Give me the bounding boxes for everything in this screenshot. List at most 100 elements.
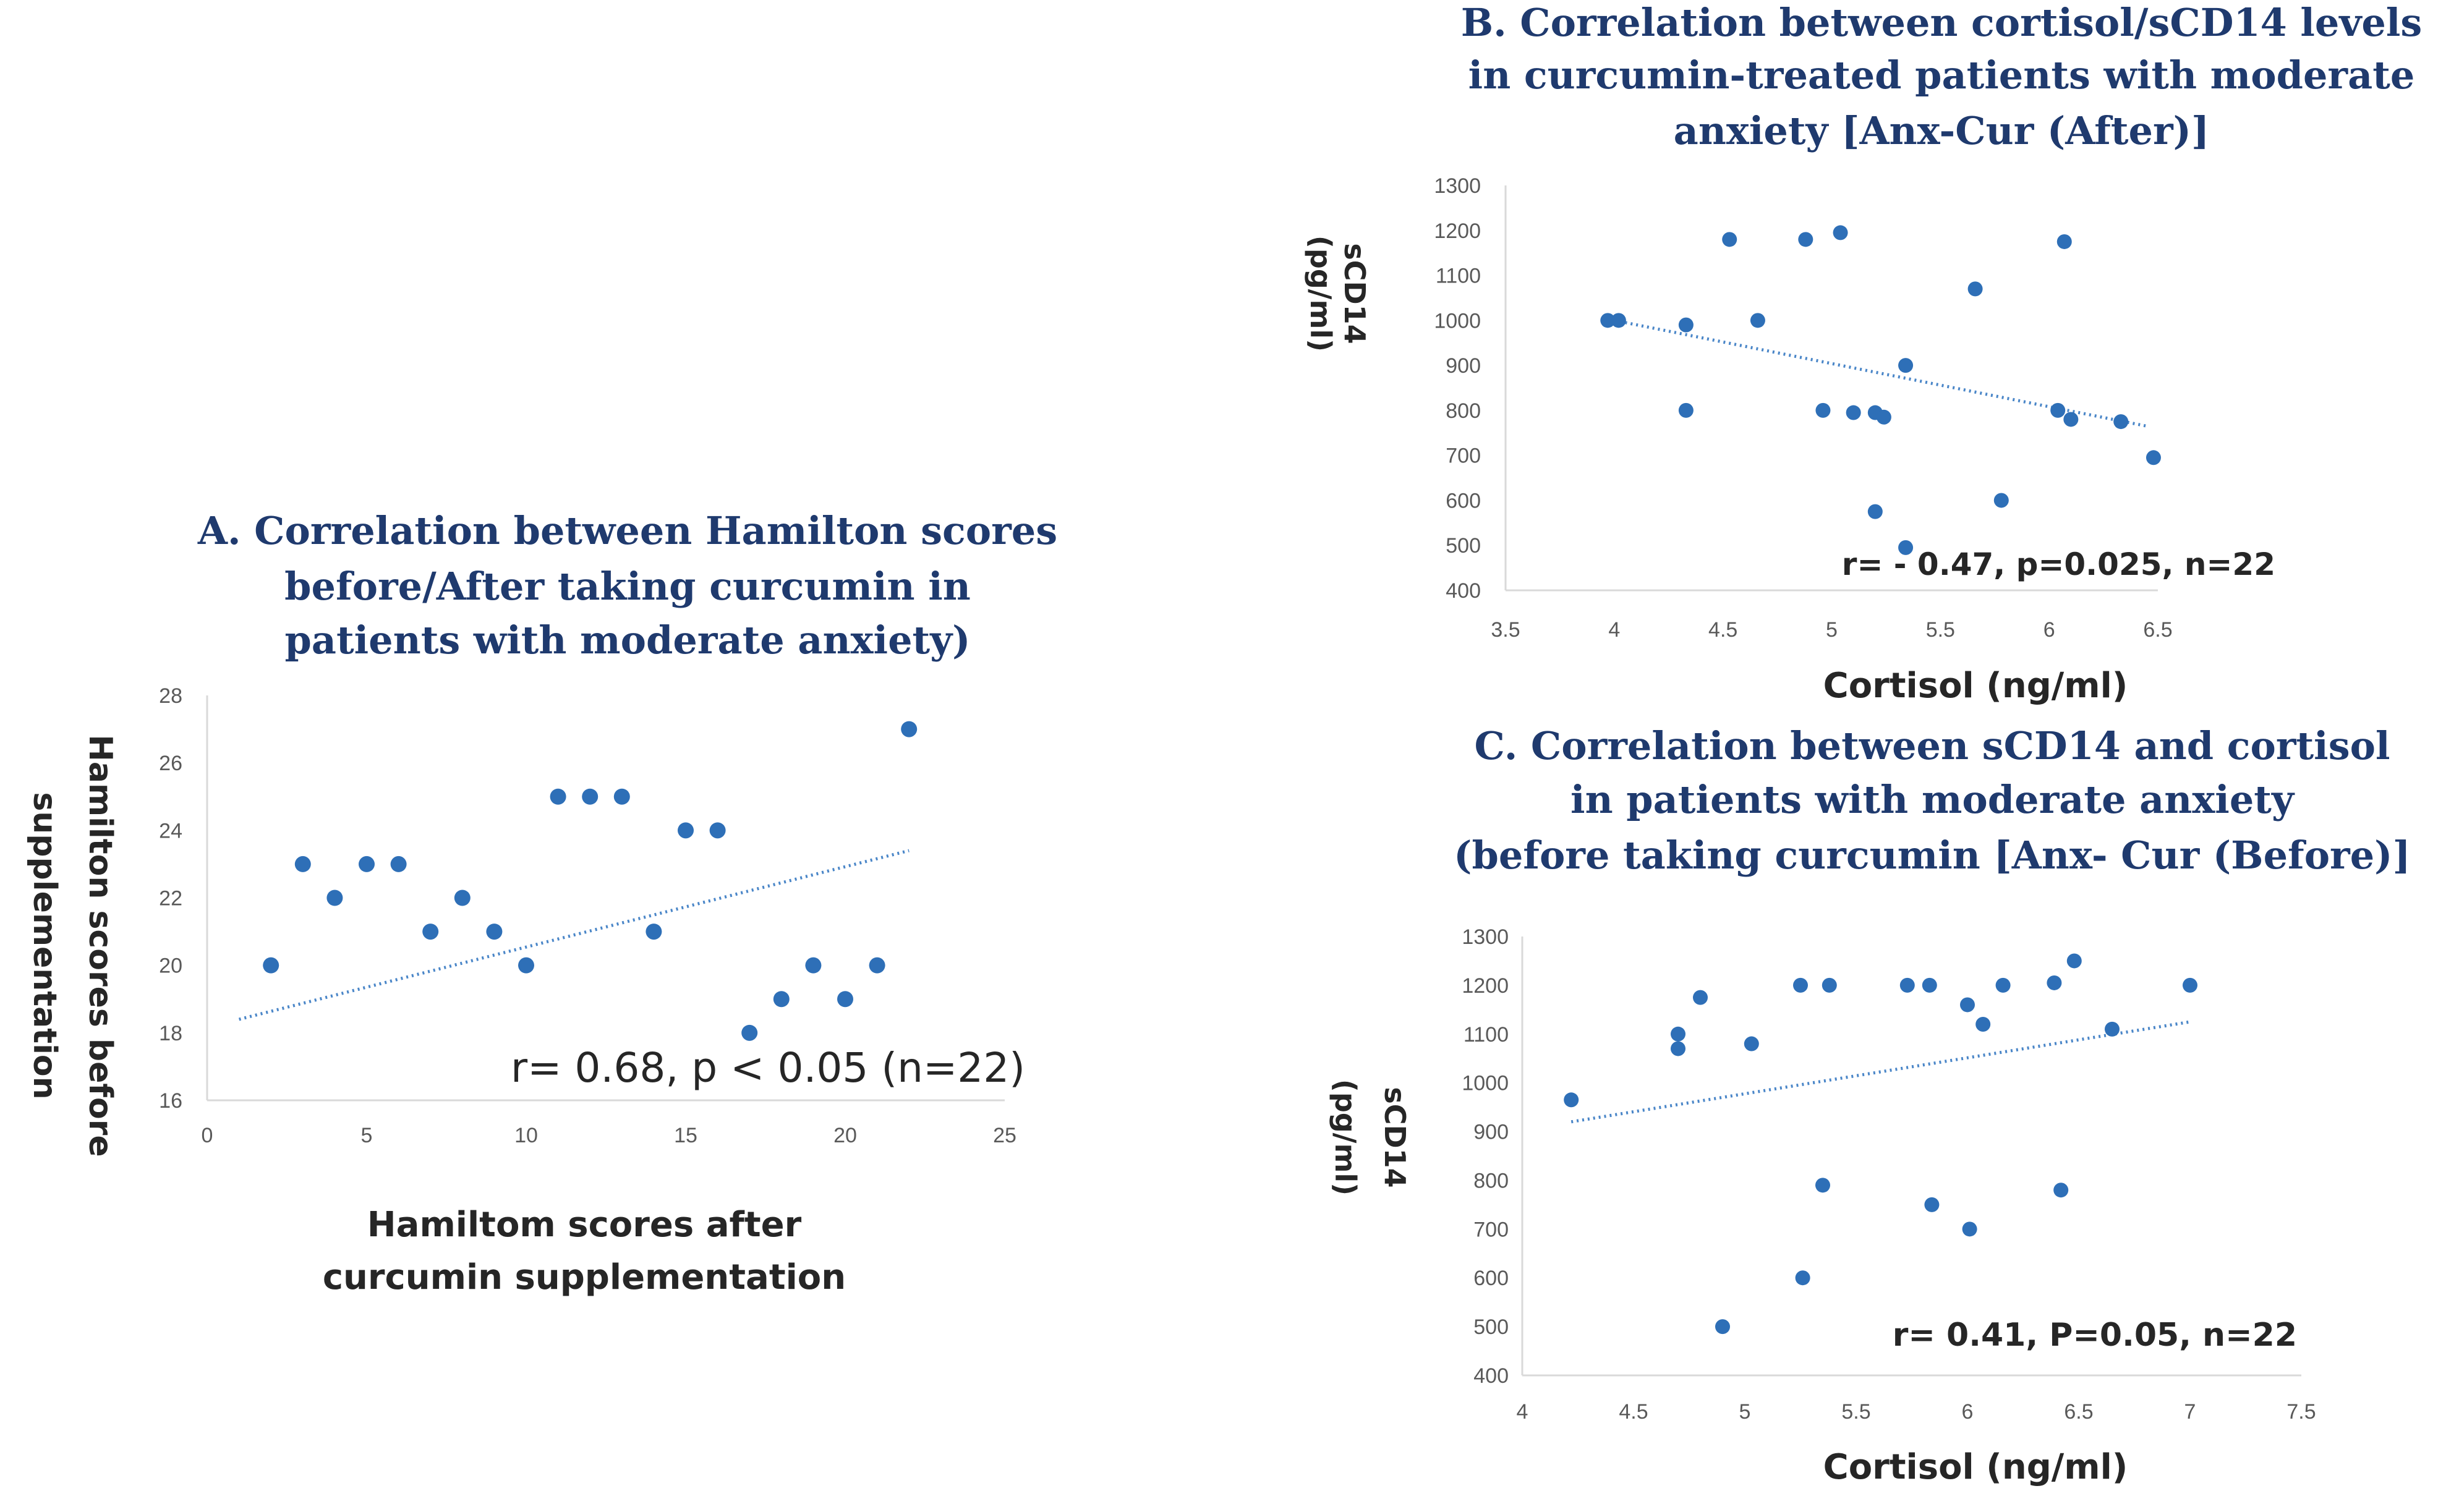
data-point [1671,1041,1685,1056]
x-axis-label: Cortisol (ng/ml) [1823,1447,2128,1487]
chart-title-line: in curcumin-treated patients with modera… [1468,53,2415,98]
y-tick-label: 700 [1446,444,1481,468]
data-point [1867,504,1883,519]
data-point [1822,977,1837,993]
chart-title-line: patients with moderate anxiety) [284,618,970,663]
x-axis-label: curcumin supplementation [323,1257,846,1298]
data-point [294,856,311,872]
y-tick-label: 1300 [1462,925,1509,949]
data-point [1722,232,1737,247]
y-tick-label: 700 [1473,1218,1509,1241]
data-point [2183,977,2197,993]
x-axis-label: Hamiltom scores after [367,1205,802,1245]
y-tick-label: 900 [1473,1121,1509,1144]
data-point [869,957,885,974]
data-point [2063,412,2079,427]
data-point [1678,402,1694,418]
data-point [1995,977,2011,993]
y-tick-label: 22 [159,887,182,911]
trendline [1570,1020,2191,1124]
data-point [1815,1178,1830,1193]
data-point [2047,975,2062,990]
data-point [1962,1221,1977,1237]
data-point [2146,450,2161,465]
stats-annotation: r= 0.41, P=0.05, n=22 [1893,1317,2297,1354]
chart-title-line: before/After taking curcumin in [284,564,971,609]
x-tick-label: 4.5 [1619,1400,1648,1424]
y-tick-label: 900 [1446,354,1481,378]
y-axis-label: sCD14 [1338,243,1371,344]
y-tick-label: 18 [159,1022,182,1045]
data-point [1876,409,1891,425]
data-point [1898,540,1914,555]
y-tick-label: 1100 [1436,265,1481,288]
data-point [646,924,662,940]
x-tick-label: 5.5 [1841,1400,1870,1424]
data-point [1833,225,1848,240]
data-point [2056,234,2072,249]
data-point [1993,493,2009,508]
data-point [550,788,566,805]
x-tick-label: 3.5 [1491,618,1520,642]
data-point [1793,977,1808,993]
y-tick-label: 1200 [1462,974,1509,998]
x-tick-label: 0 [202,1124,213,1147]
x-tick-label: 7.5 [2286,1400,2316,1424]
data-point [1600,313,1616,328]
y-tick-label: 500 [1446,534,1481,558]
data-point [741,1024,758,1041]
y-tick-label: 20 [159,954,182,978]
data-point [678,822,694,839]
data-point [1898,358,1914,373]
x-tick-label: 15 [674,1124,697,1147]
chart-title-line: A. Correlation between Hamilton scores [197,508,1057,553]
y-tick-label: 500 [1473,1315,1509,1339]
y-tick-label: 400 [1473,1364,1509,1388]
x-tick-label: 5.5 [1926,618,1955,642]
chart-title-line: anxiety [Anx-Cur (After)] [1674,108,2210,153]
data-point [1899,977,1915,993]
data-point [2053,1183,2069,1198]
trendline [238,849,910,1021]
data-point [359,856,375,872]
data-point [837,991,853,1008]
x-tick-label: 4.5 [1708,618,1737,642]
chart-title-line: (before taking curcumin [Anx- Cur (Befor… [1454,833,2411,878]
data-point [1715,1319,1730,1335]
data-point [1798,232,1813,247]
x-tick-label: 6.5 [2064,1400,2093,1424]
x-tick-label: 10 [514,1124,538,1147]
x-tick-label: 25 [993,1124,1016,1147]
y-tick-label: 800 [1446,399,1481,423]
chart-c: C. Correlation between sCD14 and cortiso… [1329,723,2411,1487]
stats-annotation: r= - 0.47, p=0.025, n=22 [1842,546,2275,582]
chart-title-line: C. Correlation between sCD14 and cortiso… [1474,723,2390,768]
x-tick-label: 4 [1608,618,1620,642]
x-tick-label: 6 [2043,618,2055,642]
chart-b: B. Correlation between cortisol/sCD14 le… [1304,0,2422,706]
data-point [518,957,534,974]
data-point [1744,1036,1759,1051]
x-tick-label: 5 [1739,1400,1751,1424]
y-axis-label: sCD14 [1378,1087,1412,1187]
data-point [709,822,726,839]
data-point [1671,1026,1685,1042]
x-tick-label: 6 [1962,1400,1974,1424]
x-tick-label: 20 [833,1124,857,1147]
data-point [805,957,822,974]
data-point [901,721,918,737]
x-tick-label: 5 [361,1124,373,1147]
data-point [1924,1197,1940,1212]
data-point [326,890,343,906]
data-point [1960,997,1975,1013]
x-tick-label: 6.5 [2143,618,2172,642]
x-axis-label: Cortisol (ng/ml) [1823,666,2128,706]
y-tick-label: 16 [159,1089,182,1113]
y-tick-label: 600 [1446,489,1481,512]
data-point [422,924,439,940]
y-tick-label: 1200 [1434,219,1481,243]
data-point [1750,313,1765,328]
data-point [1693,990,1708,1005]
y-tick-label: 1000 [1462,1072,1509,1095]
y-tick-label: 26 [159,752,182,775]
